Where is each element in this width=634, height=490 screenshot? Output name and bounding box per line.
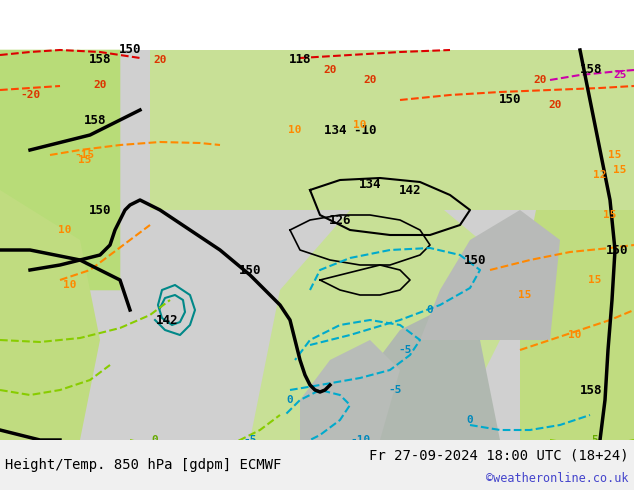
Bar <box>0 50 634 440</box>
Text: 15: 15 <box>518 290 532 300</box>
Text: 15: 15 <box>78 155 92 165</box>
Text: 0: 0 <box>427 305 434 315</box>
Text: -10: -10 <box>350 435 370 445</box>
Text: 142: 142 <box>156 314 178 326</box>
Text: 10: 10 <box>63 280 77 290</box>
Text: 0: 0 <box>467 415 474 425</box>
Text: 0: 0 <box>287 395 294 405</box>
Text: 134 -10: 134 -10 <box>324 123 376 137</box>
Text: 15: 15 <box>608 150 622 160</box>
Text: 20: 20 <box>153 55 167 65</box>
Text: 150: 150 <box>89 203 111 217</box>
Polygon shape <box>520 90 634 440</box>
Text: 158: 158 <box>579 64 602 76</box>
Text: 15: 15 <box>603 210 617 220</box>
Text: 15: 15 <box>613 165 627 175</box>
Text: 118: 118 <box>288 53 311 67</box>
Polygon shape <box>250 190 500 440</box>
Text: 20: 20 <box>323 65 337 75</box>
Text: 158: 158 <box>579 384 602 396</box>
Text: -5: -5 <box>388 385 402 395</box>
Polygon shape <box>360 310 500 440</box>
Text: -20: -20 <box>20 90 40 100</box>
Polygon shape <box>300 340 400 440</box>
Text: 20: 20 <box>533 75 547 85</box>
Text: 10: 10 <box>353 120 366 130</box>
Text: 134: 134 <box>359 178 381 192</box>
Text: 150: 150 <box>463 253 486 267</box>
Text: 15: 15 <box>588 275 602 285</box>
Text: 20: 20 <box>93 80 107 90</box>
Text: 150: 150 <box>499 94 521 106</box>
Text: -5: -5 <box>398 345 411 355</box>
Text: 158: 158 <box>84 114 107 126</box>
Text: 10: 10 <box>288 125 302 135</box>
Text: ©weatheronline.co.uk: ©weatheronline.co.uk <box>486 471 629 485</box>
Text: 150: 150 <box>605 244 628 256</box>
Text: Height/Temp. 850 hPa [gdpm] ECMWF: Height/Temp. 850 hPa [gdpm] ECMWF <box>5 458 281 472</box>
Text: 0: 0 <box>152 435 158 445</box>
Polygon shape <box>150 50 634 210</box>
Text: 150: 150 <box>239 264 261 276</box>
Text: -15: -15 <box>75 150 95 160</box>
Text: Fr 27-09-2024 18:00 UTC (18+24): Fr 27-09-2024 18:00 UTC (18+24) <box>370 448 629 462</box>
Text: 20: 20 <box>363 75 377 85</box>
Text: 150: 150 <box>119 44 141 56</box>
Text: 12: 12 <box>593 170 607 180</box>
FancyBboxPatch shape <box>0 49 120 290</box>
Text: -5: -5 <box>243 435 257 445</box>
Text: 25: 25 <box>613 70 627 80</box>
Text: 158: 158 <box>89 53 111 67</box>
Text: 20: 20 <box>548 100 562 110</box>
Polygon shape <box>0 190 100 440</box>
Polygon shape <box>420 210 560 340</box>
Text: 10: 10 <box>58 225 72 235</box>
Text: 142: 142 <box>399 183 421 196</box>
Bar <box>0 440 634 490</box>
Text: 10: 10 <box>568 330 582 340</box>
Text: 5: 5 <box>592 435 598 445</box>
Text: 126: 126 <box>329 214 351 226</box>
